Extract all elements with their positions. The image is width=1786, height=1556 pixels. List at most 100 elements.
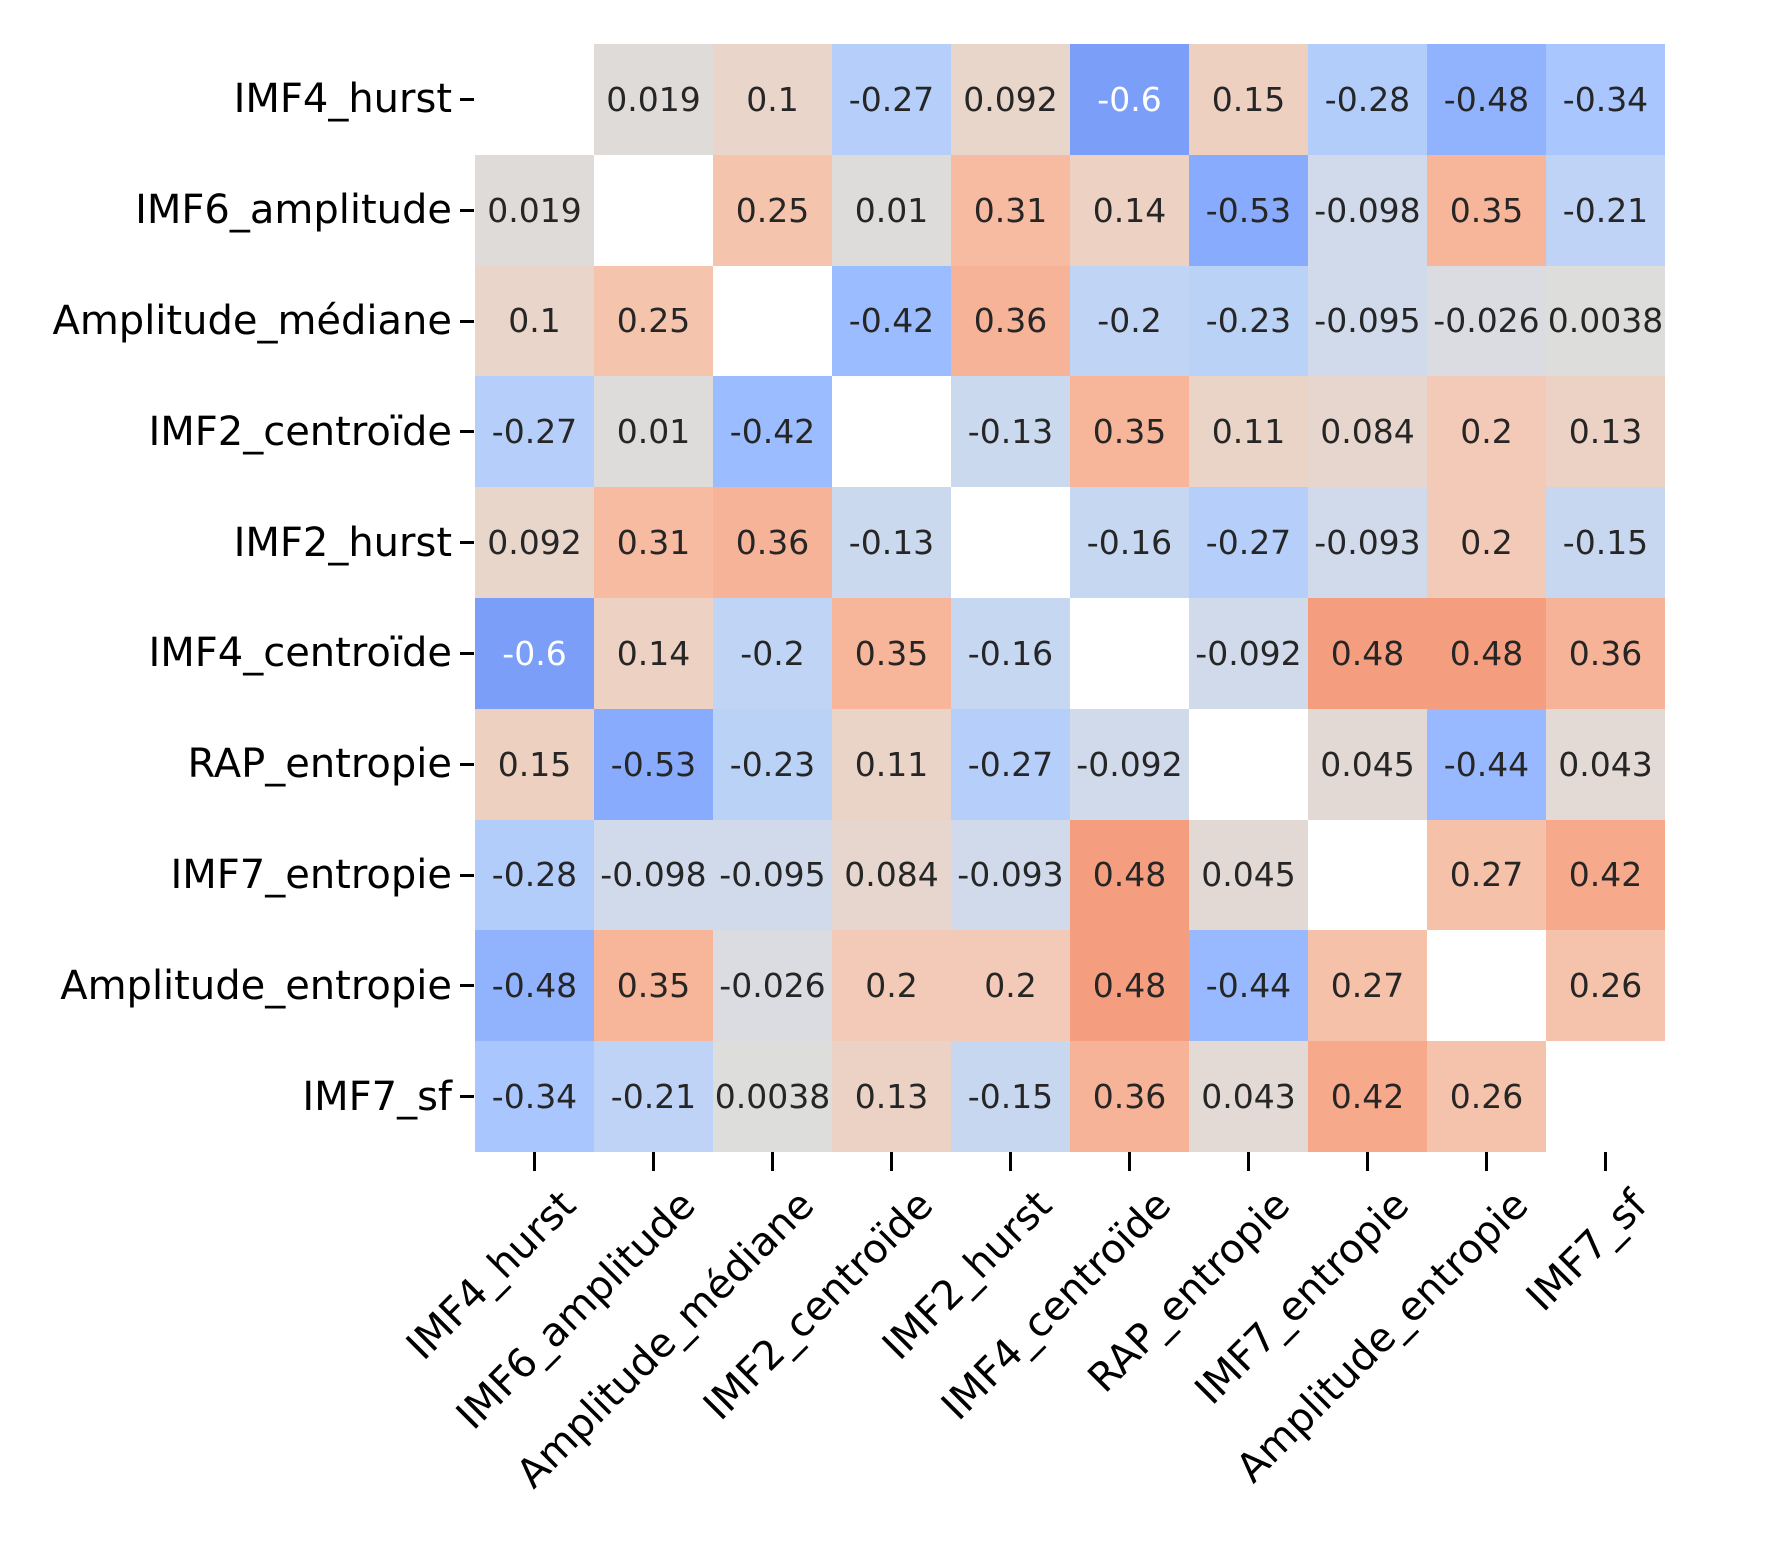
y-tick-label: RAP_entropie	[187, 741, 452, 788]
y-tick-mark	[460, 97, 474, 101]
x-tick-label: RAP_entropie	[1079, 1182, 1300, 1402]
x-tick-label: IMF7_entropie	[1186, 1182, 1419, 1414]
heatmap-cell: 0.043	[1189, 1041, 1308, 1152]
heatmap-cell: 0.31	[594, 487, 713, 598]
heatmap-cell: -0.34	[475, 1041, 594, 1152]
y-tick-label: IMF4_hurst	[233, 76, 452, 123]
heatmap-cell: -0.27	[475, 376, 594, 488]
heatmap-cell	[1546, 1041, 1665, 1152]
heatmap-cell: 0.35	[832, 598, 951, 709]
heatmap-grid: 0.019 0.1 -0.27 0.092 -0.6 0.15 -0.28 -0.48 -0.3…	[475, 44, 1665, 1152]
y-tick-mark	[460, 651, 474, 655]
heatmap-cell: 0.0038	[713, 1041, 832, 1152]
heatmap-cell: -0.44	[1189, 930, 1308, 1042]
heatmap-cell: -0.098	[594, 819, 713, 931]
heatmap-cell: 0.043	[1546, 708, 1665, 820]
heatmap-cell: 0.42	[1308, 1041, 1427, 1152]
heatmap-cell: 0.48	[1427, 598, 1546, 709]
heatmap-cell: 0.25	[594, 265, 713, 377]
y-tick-mark	[460, 873, 474, 877]
y-tick-mark	[460, 319, 474, 323]
y-tick-label: IMF7_sf	[302, 1073, 452, 1120]
heatmap-cell: -0.13	[832, 487, 951, 598]
heatmap-cell: -0.2	[1070, 265, 1189, 377]
heatmap-cell: 0.2	[1427, 376, 1546, 488]
heatmap-cell: 0.01	[832, 154, 951, 266]
heatmap-cell: 0.019	[475, 154, 594, 266]
heatmap-cell: 0.48	[1308, 598, 1427, 709]
heatmap-cell: 0.2	[951, 930, 1070, 1042]
heatmap-cell: 0.36	[1546, 598, 1665, 709]
heatmap-cell: 0.01	[594, 376, 713, 488]
heatmap-cell: 0.25	[713, 154, 832, 266]
heatmap-cell: -0.27	[832, 44, 951, 155]
heatmap-cell: -0.16	[1070, 487, 1189, 598]
heatmap-cell: 0.35	[594, 930, 713, 1042]
heatmap-cell: -0.15	[1546, 487, 1665, 598]
heatmap-cell: 0.1	[475, 265, 594, 377]
heatmap-cell: -0.48	[1427, 44, 1546, 155]
heatmap-cell: 0.2	[832, 930, 951, 1042]
y-tick-mark	[460, 430, 474, 434]
heatmap-cell: 0.13	[832, 1041, 951, 1152]
heatmap-cell	[1308, 819, 1427, 931]
heatmap-cell: -0.095	[1308, 265, 1427, 377]
heatmap-cell	[1427, 930, 1546, 1042]
x-tick-mark	[1604, 1152, 1607, 1171]
x-tick-mark	[533, 1152, 536, 1171]
heatmap-cell: 0.11	[1189, 376, 1308, 488]
x-tick-mark	[890, 1152, 893, 1171]
heatmap-cell: 0.15	[1189, 44, 1308, 155]
x-tick-mark	[1366, 1152, 1369, 1171]
y-tick-mark	[460, 1095, 474, 1099]
heatmap-cell: -0.026	[713, 930, 832, 1042]
heatmap-cell: -0.15	[951, 1041, 1070, 1152]
heatmap-cell: 0.48	[1070, 930, 1189, 1042]
y-tick-label: Amplitude_médiane	[52, 298, 452, 344]
heatmap-cell: -0.23	[1189, 265, 1308, 377]
heatmap-cell: -0.026	[1427, 265, 1546, 377]
heatmap-cell: 0.36	[713, 487, 832, 598]
y-tick-mark	[460, 541, 474, 545]
heatmap-cell: 0.084	[1308, 376, 1427, 488]
heatmap-cell: 0.15	[475, 708, 594, 820]
heatmap-cell: 0.36	[951, 265, 1070, 377]
y-tick-label: IMF4_centroïde	[148, 630, 452, 677]
heatmap-cell: 0.092	[475, 487, 594, 598]
x-tick-mark	[1009, 1152, 1012, 1171]
x-tick-mark	[1247, 1152, 1250, 1171]
y-tick-mark	[460, 984, 474, 988]
heatmap-cell: -0.34	[1546, 44, 1665, 155]
heatmap-cell: -0.28	[1308, 44, 1427, 155]
heatmap-cell: -0.23	[713, 708, 832, 820]
heatmap-cell: 0.092	[951, 44, 1070, 155]
heatmap-cell: -0.44	[1427, 708, 1546, 820]
heatmap-cell: -0.16	[951, 598, 1070, 709]
heatmap-cell: 0.045	[1189, 819, 1308, 931]
y-tick-label: Amplitude_entropie	[60, 962, 452, 1009]
heatmap-cell: -0.093	[951, 819, 1070, 931]
heatmap-cell: 0.27	[1308, 930, 1427, 1042]
heatmap-cell: 0.019	[594, 44, 713, 155]
heatmap-cell: -0.21	[594, 1041, 713, 1152]
x-tick-label: IMF7_sf	[1517, 1182, 1657, 1321]
heatmap-cell: -0.6	[475, 598, 594, 709]
y-tick-label: IMF2_hurst	[233, 519, 452, 566]
heatmap-cell: 0.26	[1546, 930, 1665, 1042]
heatmap-cell: -0.6	[1070, 44, 1189, 155]
heatmap-cell	[1189, 708, 1308, 820]
heatmap-cell	[832, 376, 951, 488]
heatmap-cell: 0.14	[1070, 154, 1189, 266]
heatmap-cell	[1070, 598, 1189, 709]
heatmap-cell: 0.36	[1070, 1041, 1189, 1152]
heatmap-cell: -0.21	[1546, 154, 1665, 266]
heatmap-cell: 0.045	[1308, 708, 1427, 820]
x-tick-mark	[1485, 1152, 1488, 1171]
heatmap-cell: -0.27	[1189, 487, 1308, 598]
heatmap-cell: 0.35	[1427, 154, 1546, 266]
heatmap-cell: 0.2	[1427, 487, 1546, 598]
heatmap-cell: 0.1	[713, 44, 832, 155]
heatmap-cell: 0.27	[1427, 819, 1546, 931]
heatmap-cell: -0.098	[1308, 154, 1427, 266]
